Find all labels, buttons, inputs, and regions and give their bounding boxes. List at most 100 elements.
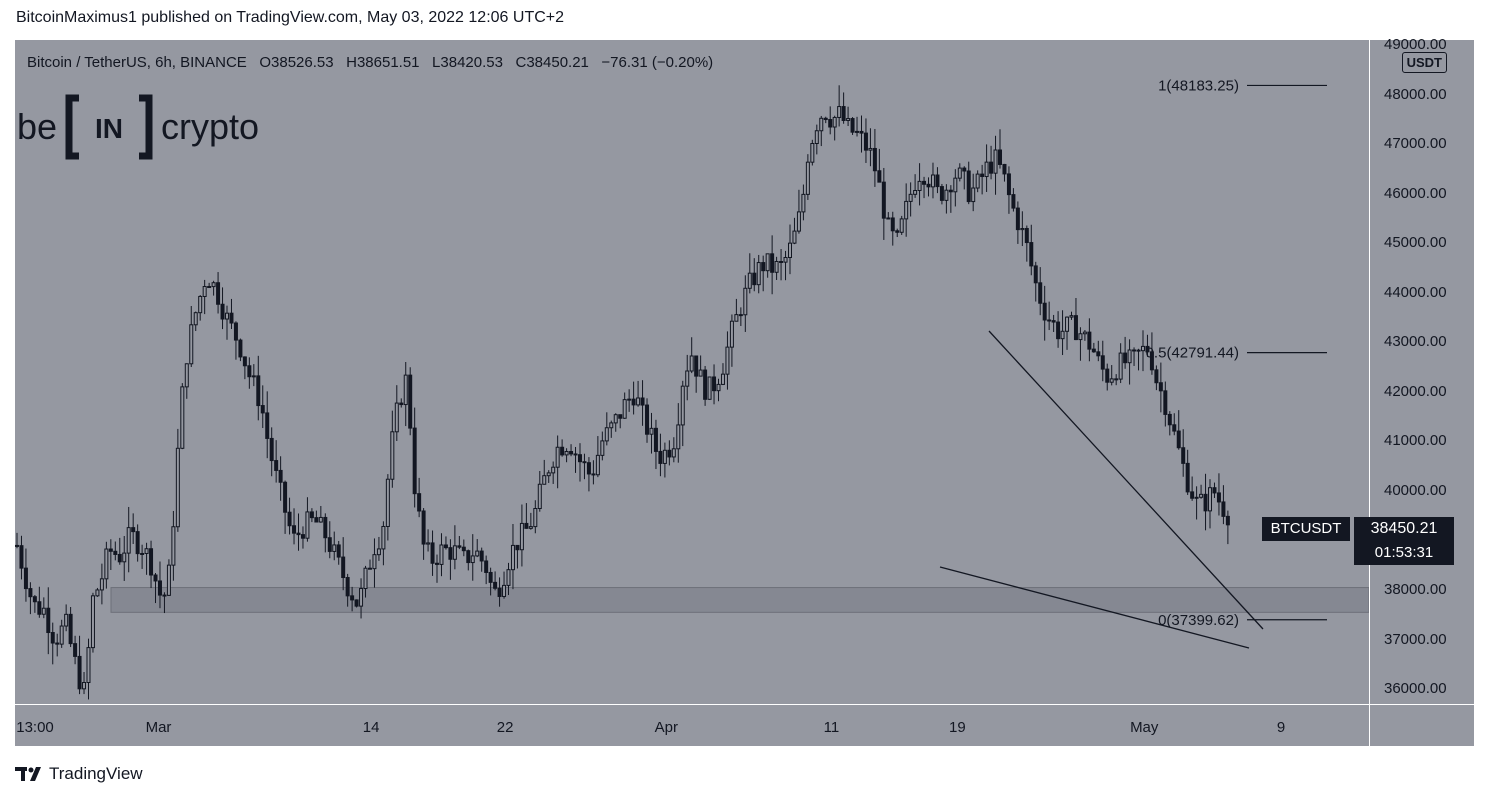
candle-body: [28, 588, 33, 598]
candle-body: [1015, 207, 1020, 231]
candle-body: [354, 599, 359, 607]
candle-body: [712, 376, 717, 392]
candle-body: [439, 544, 444, 565]
candle-body: [1078, 333, 1083, 341]
price-tick: 40000.00: [1384, 481, 1447, 499]
badge-symbol: BTCUSDT: [1262, 517, 1350, 541]
candle-body: [895, 230, 900, 233]
candle-body: [935, 174, 940, 188]
candle-body: [95, 589, 100, 597]
candle-body: [216, 282, 221, 305]
candle-body: [430, 542, 435, 564]
tradingview-footer[interactable]: TradingView: [15, 764, 143, 784]
symbol-legend: Bitcoin / TetherUS, 6h, BINANCE O38526.5…: [27, 54, 713, 71]
support-zone: [110, 587, 1369, 613]
candle-body: [948, 189, 953, 193]
chart-frame[interactable]: 1(48183.25) 0.5(42791.44) 0(37399.62) Bitc…: [15, 36, 1475, 747]
candle-body: [457, 545, 462, 548]
candle-body: [73, 643, 78, 657]
candle-body: [1082, 331, 1087, 335]
candle-body: [309, 511, 314, 519]
candle-body: [265, 412, 270, 439]
candle-body: [537, 483, 542, 510]
candle-body: [926, 183, 931, 188]
candle-body: [1042, 302, 1047, 321]
change-value: −76.31 (−0.20%): [601, 54, 714, 71]
candle-body: [953, 177, 958, 193]
candle-body: [863, 132, 868, 151]
candle-body: [783, 256, 788, 263]
candle-body: [832, 116, 837, 128]
open-value: 38526.53: [271, 54, 334, 71]
candle-body: [980, 173, 985, 178]
candlestick-chart[interactable]: 1(48183.25) 0.5(42791.44) 0(37399.62): [15, 40, 1369, 704]
currency-badge[interactable]: USDT: [1401, 52, 1447, 73]
candle-body: [752, 272, 757, 286]
candle-body: [640, 397, 645, 406]
candle-body: [564, 450, 569, 456]
candle-body: [787, 242, 792, 258]
candle-body: [877, 170, 882, 183]
price-tick: 41000.00: [1384, 432, 1447, 450]
candle-body: [890, 217, 895, 232]
candle-body: [1154, 369, 1159, 384]
candle-body: [175, 447, 180, 528]
candle-body: [153, 574, 158, 582]
candle-body: [64, 613, 69, 627]
time-axis[interactable]: 13:00 Mar 14 22 Apr 11 19 May 9: [15, 704, 1369, 747]
candle-body: [1065, 316, 1070, 332]
candle-body: [917, 180, 922, 192]
time-tick: 22: [496, 719, 514, 736]
candle-body: [180, 386, 185, 449]
price-tick: 46000.00: [1384, 184, 1447, 202]
candle-body: [1114, 378, 1119, 381]
footer-brand: TradingView: [49, 764, 143, 783]
candle-body: [149, 548, 154, 576]
candle-body: [256, 375, 261, 407]
candle-body: [1096, 351, 1101, 357]
candle-body: [23, 567, 28, 590]
candle-body: [484, 560, 489, 573]
candle-body: [350, 595, 355, 601]
candle-body: [1069, 315, 1074, 318]
candle-body: [645, 404, 650, 435]
candle-body: [841, 106, 846, 121]
candle-body: [881, 181, 886, 219]
candle-body: [1163, 390, 1168, 415]
candle-body: [260, 405, 265, 414]
candle-body: [636, 397, 641, 406]
candle-body: [117, 553, 122, 563]
candle-body: [904, 200, 909, 220]
candle-body: [622, 399, 627, 419]
candle-body: [1158, 382, 1163, 392]
candle-body: [367, 567, 372, 570]
price-axis[interactable]: USDT 49000.00 48000.00 47000.00 46000.00 450…: [1369, 36, 1475, 704]
candle-body: [108, 548, 113, 552]
fib-level-label: 0(37399.62): [1158, 612, 1239, 629]
logo-middle: IN: [95, 113, 123, 144]
candle-body: [318, 516, 323, 523]
time-tick: 19: [949, 719, 966, 736]
candle-body: [376, 548, 381, 556]
candle-body: [1011, 194, 1016, 209]
candle-body: [631, 398, 636, 406]
candle-body: [327, 537, 332, 552]
candle-body: [1006, 173, 1011, 196]
candle-body: [1132, 349, 1137, 352]
candle-body: [618, 414, 623, 419]
candle-body: [86, 647, 91, 684]
candle-body: [510, 544, 515, 571]
candle-body: [962, 167, 967, 172]
candle-body: [412, 427, 417, 495]
candle-body: [55, 642, 60, 645]
candle-body: [560, 446, 565, 456]
candle-body: [1145, 345, 1150, 353]
candle-body: [113, 550, 118, 555]
candle-body: [586, 462, 591, 475]
plot-area[interactable]: 1(48183.25) 0.5(42791.44) 0(37399.62) Bitc…: [15, 40, 1369, 704]
candle-body: [1100, 355, 1105, 370]
time-tick: 9: [1276, 719, 1286, 736]
candle-body: [694, 355, 699, 377]
candle-body: [336, 544, 341, 558]
candle-body: [461, 546, 466, 552]
